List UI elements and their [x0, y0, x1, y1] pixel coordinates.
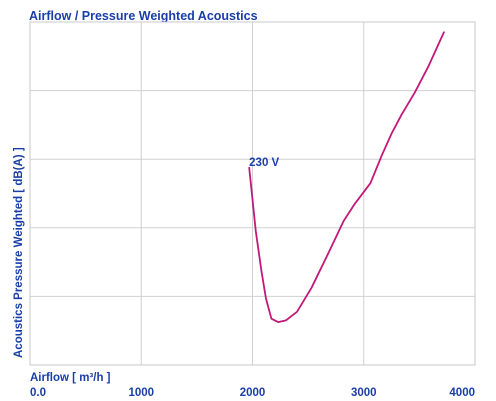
x-tick-label: 2000	[240, 387, 266, 399]
chart-title: Airflow / Pressure Weighted Acoustics	[29, 9, 258, 23]
x-tick-label: 0.0	[30, 387, 46, 399]
x-tick-label: 3000	[351, 387, 377, 399]
y-axis-label: Acoustics Pressure Weighted [ dB(A) ]	[13, 147, 25, 358]
series-line-230v	[248, 31, 445, 323]
x-tick-label: 4000	[449, 387, 475, 399]
x-tick-labels: 0.0 1000 2000 3000 4000	[30, 387, 475, 399]
series-layer: 230 V	[248, 31, 445, 323]
grid-layer	[30, 22, 475, 365]
x-tick-label: 1000	[128, 387, 154, 399]
plot-frame	[29, 21, 476, 366]
series-label: 230 V	[249, 157, 279, 169]
x-axis-label: Airflow [ m³/h ]	[30, 372, 111, 384]
